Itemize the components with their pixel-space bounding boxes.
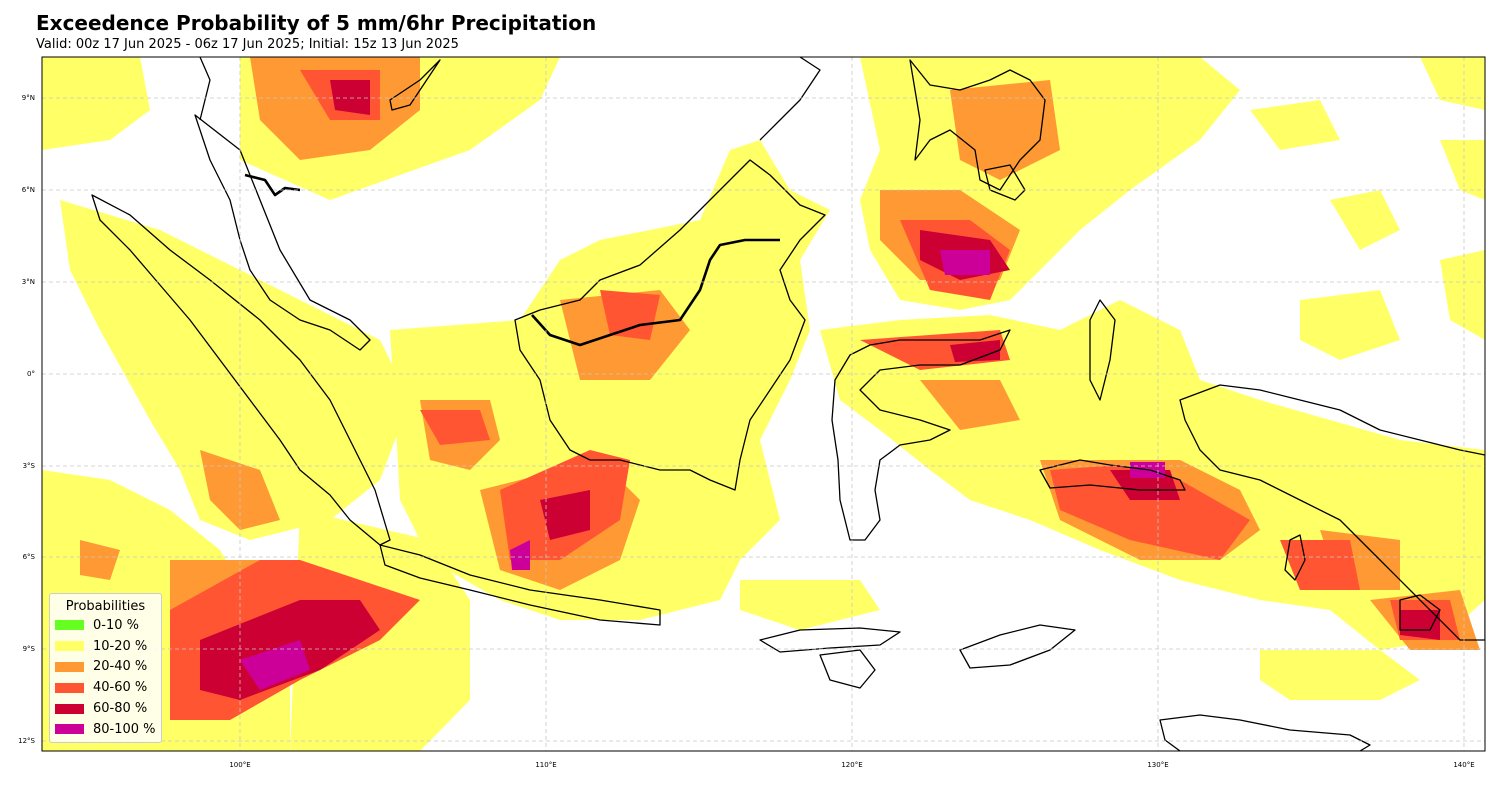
lat-tick-label: 3°N [22,278,35,286]
lat-tick-label: 9°S [23,645,36,653]
map-subtitle: Valid: 00z 17 Jun 2025 - 06z 17 Jun 2025… [36,37,459,52]
national-borders [244,173,780,347]
legend-swatch [55,724,84,735]
legend-swatch [55,682,84,693]
lon-tick-label: 120°E [841,761,862,769]
legend-label: 10-20 % [93,638,148,654]
legend-item: 40-60 % [50,677,161,698]
coastlines [91,57,1485,751]
legend-item: 20-40 % [50,657,161,678]
lon-tick-label: 110°E [535,761,556,769]
map-title: Exceedence Probability of 5 mm/6hr Preci… [36,11,597,35]
gridlines [42,57,1485,751]
lon-tick-label: 130°E [1147,761,1168,769]
legend: Probabilities 0-10 % 10-20 % 20-40 % 40-… [49,593,162,743]
lon-tick-label: 100°E [229,761,250,769]
legend-label: 0-10 % [93,617,139,633]
longitude-tick-labels: 100°E 110°E 120°E 130°E 140°E [229,761,1474,769]
legend-item: 0-10 % [50,615,161,636]
legend-label: 60-80 % [93,701,148,717]
legend-label: 40-60 % [93,680,148,696]
legend-title: Probabilities [65,599,146,614]
legend-swatch [55,641,84,652]
lat-tick-label: 0° [27,370,35,378]
legend-swatch [55,661,84,672]
legend-label: 80-100 % [93,721,156,737]
lat-tick-label: 9°N [22,94,35,102]
legend-swatch [55,703,84,714]
lat-tick-label: 6°S [23,553,36,561]
lat-tick-label: 12°S [18,737,35,745]
lon-tick-label: 140°E [1453,761,1474,769]
legend-label: 20-40 % [93,659,148,675]
legend-item: 10-20 % [50,636,161,657]
legend-swatch [55,620,84,631]
lat-tick-label: 6°N [22,186,35,194]
legend-item: 80-100 % [50,719,161,740]
legend-item: 60-80 % [50,698,161,719]
latitude-tick-labels: 9°N 6°N 3°N 0° 3°S 6°S 9°S 12°S [18,94,35,745]
lat-tick-label: 3°S [23,462,36,470]
map-frame [41,56,1486,752]
